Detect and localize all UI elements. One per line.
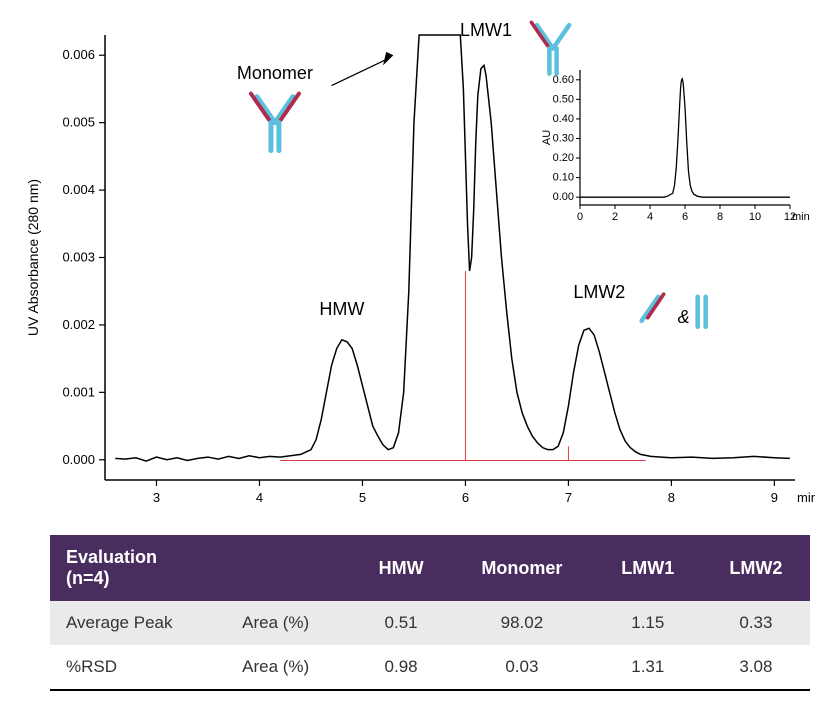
svg-text:AU: AU [541, 130, 553, 145]
lmw2-icon: & [642, 294, 706, 327]
cell-hmw: 0.51 [352, 601, 450, 645]
svg-text:7: 7 [565, 490, 572, 505]
svg-text:9: 9 [771, 490, 778, 505]
svg-text:3: 3 [153, 490, 160, 505]
svg-text:0.40: 0.40 [553, 113, 574, 125]
cell-lmw2: 3.08 [702, 645, 810, 690]
svg-text:6: 6 [462, 490, 469, 505]
chromatogram-chart: 0.0000.0010.0020.0030.0040.0050.00634567… [20, 20, 815, 520]
svg-text:&: & [678, 307, 690, 327]
svg-text:0.001: 0.001 [62, 384, 95, 399]
svg-text:0.00: 0.00 [553, 191, 574, 203]
svg-text:HMW: HMW [319, 299, 364, 319]
svg-text:LMW1: LMW1 [460, 20, 512, 40]
main-chart-svg: 0.0000.0010.0020.0030.0040.0050.00634567… [20, 20, 815, 520]
col-evaluation: Evaluation (n=4) [50, 535, 352, 601]
row-unit: Area (%) [226, 601, 352, 645]
svg-text:6: 6 [682, 211, 688, 223]
row-label: Average Peak [50, 601, 226, 645]
svg-text:0.004: 0.004 [62, 182, 95, 197]
table-header-row: Evaluation (n=4) HMW Monomer LMW1 LMW2 [50, 535, 810, 601]
col-hmw: HMW [352, 535, 450, 601]
svg-text:Monomer: Monomer [237, 63, 313, 83]
svg-text:2: 2 [612, 211, 618, 223]
col-monomer: Monomer [450, 535, 594, 601]
svg-text:5: 5 [359, 490, 366, 505]
svg-text:min: min [792, 211, 810, 223]
svg-text:0.50: 0.50 [553, 93, 574, 105]
svg-text:0.10: 0.10 [553, 172, 574, 184]
svg-text:0.003: 0.003 [62, 250, 95, 265]
svg-text:8: 8 [668, 490, 675, 505]
svg-text:LMW2: LMW2 [573, 282, 625, 302]
svg-text:4: 4 [647, 211, 653, 223]
row-label: %RSD [50, 645, 226, 690]
table-row: %RSD Area (%) 0.98 0.03 1.31 3.08 [50, 645, 810, 690]
cell-monomer: 0.03 [450, 645, 594, 690]
col-lmw2: LMW2 [702, 535, 810, 601]
results-table: Evaluation (n=4) HMW Monomer LMW1 LMW2 A… [50, 535, 810, 691]
cell-monomer: 98.02 [450, 601, 594, 645]
cell-hmw: 0.98 [352, 645, 450, 690]
svg-text:UV Absorbance (280 nm): UV Absorbance (280 nm) [25, 179, 41, 336]
svg-text:10: 10 [749, 211, 761, 223]
svg-text:0.006: 0.006 [62, 47, 95, 62]
svg-text:0.005: 0.005 [62, 115, 95, 130]
cell-lmw1: 1.31 [594, 645, 702, 690]
table-row: Average Peak Area (%) 0.51 98.02 1.15 0.… [50, 601, 810, 645]
monomer-icon [251, 94, 299, 151]
row-unit: Area (%) [226, 645, 352, 690]
svg-text:0: 0 [577, 211, 583, 223]
svg-text:min: min [797, 490, 815, 505]
svg-text:8: 8 [717, 211, 723, 223]
svg-text:0.30: 0.30 [553, 132, 574, 144]
col-lmw1: LMW1 [594, 535, 702, 601]
svg-text:0.20: 0.20 [553, 152, 574, 164]
cell-lmw1: 1.15 [594, 601, 702, 645]
cell-lmw2: 0.33 [702, 601, 810, 645]
svg-text:4: 4 [256, 490, 263, 505]
svg-text:0.002: 0.002 [62, 317, 95, 332]
svg-text:0.000: 0.000 [62, 452, 95, 467]
